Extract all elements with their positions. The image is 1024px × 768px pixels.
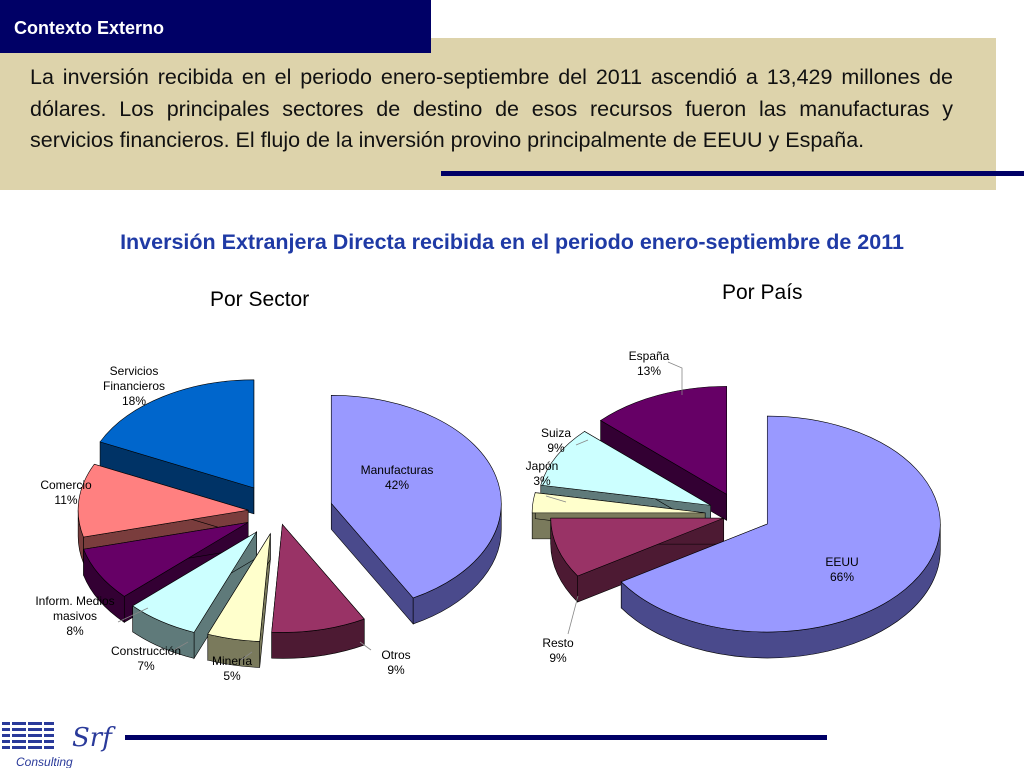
slice-label-text: EEUU (825, 555, 858, 569)
country-chart-title: Por País (722, 281, 803, 304)
slice-value-text: 13% (637, 364, 661, 378)
slice-top (271, 523, 365, 633)
slice-label-text: Japón (526, 459, 559, 473)
slice-top (83, 522, 249, 597)
slice-label-text: Minería (212, 654, 252, 668)
slice-top (132, 531, 257, 633)
intro-divider (441, 171, 1024, 176)
slice-top (99, 379, 255, 489)
sector-chart-title: Por Sector (210, 288, 310, 311)
leader-line (240, 651, 253, 661)
slice-label-text: masivos (53, 609, 97, 623)
slice-construccion (132, 530, 257, 660)
slice-eeuu (620, 415, 941, 659)
slice-label-text: Inform. Medios (35, 594, 114, 608)
slice-value-text: 7% (137, 659, 155, 673)
srf-consulting-logo: Srf Consulting (2, 722, 116, 768)
footer-divider (125, 735, 827, 740)
header-title-overlay: Contexto Externo (14, 18, 165, 38)
slice-top (600, 386, 728, 495)
slice-servicios-financieros (99, 379, 255, 515)
slice-top (540, 431, 711, 506)
slice-value-text: 9% (547, 441, 565, 455)
slice-value-text: 11% (54, 493, 77, 507)
slice-label-text: Servicios (110, 364, 159, 378)
slice-top (330, 395, 502, 599)
leader-line (359, 641, 372, 651)
slice-value-text: 66% (830, 570, 854, 584)
slice-resto (550, 517, 725, 603)
slice-value-text: 3% (533, 474, 551, 488)
leader-line (545, 495, 567, 503)
slice-label-text: Otros (381, 648, 410, 662)
slice-manufacturas (330, 395, 502, 625)
slice-label-text: España (629, 349, 670, 363)
leader-line (667, 361, 683, 395)
logo-srf: Srf (72, 723, 116, 753)
slice-espana (600, 386, 728, 521)
slice-top (207, 533, 271, 642)
leader-line (575, 439, 589, 446)
leader-line (567, 595, 579, 635)
slice-value-text: 5% (223, 669, 241, 683)
slice-value-text: 9% (387, 663, 405, 677)
slice-label-text: Suiza (541, 426, 571, 440)
slice-label-text: Comercio (40, 478, 92, 492)
main-title: Inversión Extranjera Directa recibida en… (120, 230, 904, 254)
slice-otros (271, 523, 365, 659)
slice-top (77, 463, 249, 538)
slice-mineria (207, 532, 271, 668)
slice-top (620, 415, 941, 633)
slice-value-text: 18% (122, 394, 146, 408)
leader-line (173, 641, 189, 651)
slice-top (531, 492, 706, 514)
slice-value-text: 9% (549, 651, 567, 665)
header-bar-overlay (0, 0, 431, 53)
slice-label-text: Construcción (111, 644, 181, 658)
slice-label-text: Resto (542, 636, 574, 650)
intro-box (0, 38, 996, 190)
intro-text: La inversión recibida en el periodo ener… (30, 65, 953, 152)
slice-top (550, 517, 724, 577)
logo-consulting: Consulting (16, 755, 73, 768)
slice-value-text: 42% (385, 478, 409, 492)
slice-label-text: Financieros (103, 379, 165, 393)
slice-label-text: Manufacturas (361, 463, 434, 477)
leader-line (117, 607, 149, 623)
slice-value-text: 8% (66, 624, 84, 638)
